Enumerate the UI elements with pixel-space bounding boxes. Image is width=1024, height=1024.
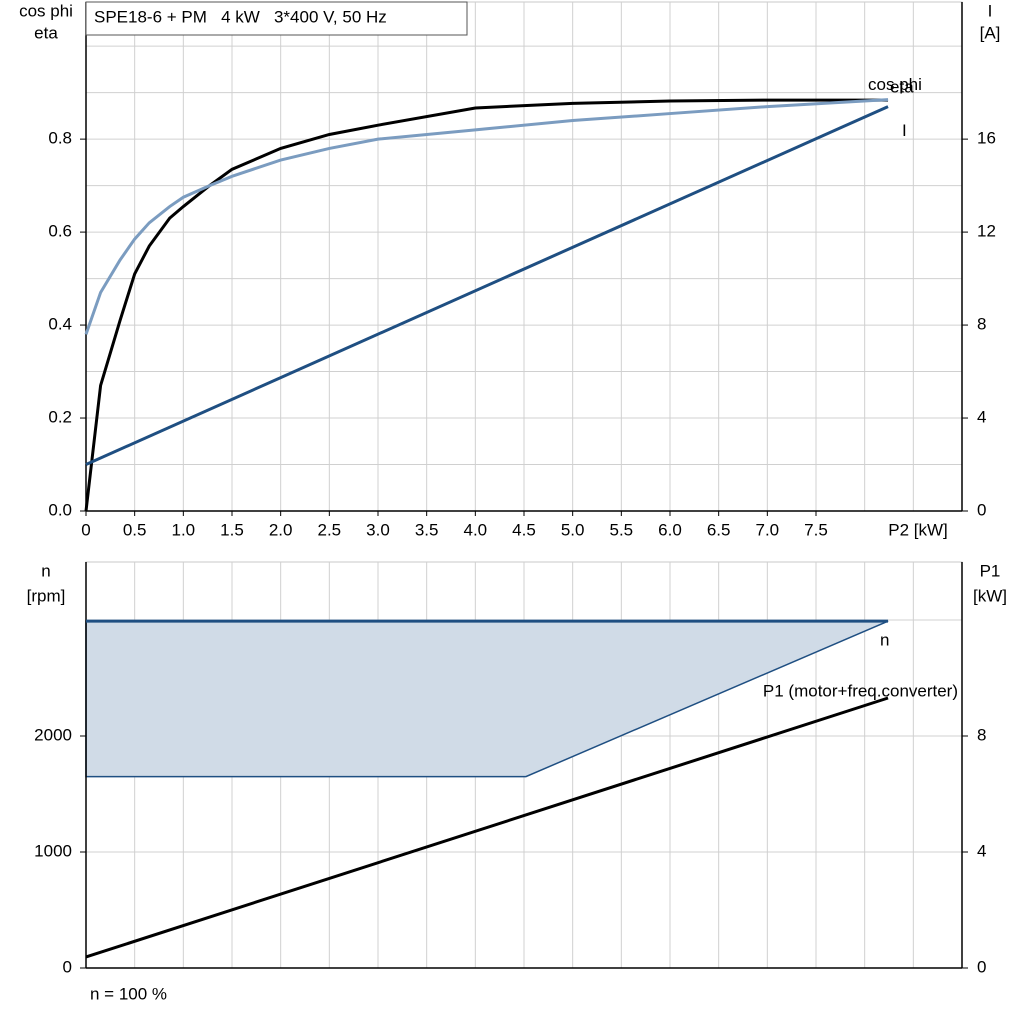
series-label: cos phi — [868, 75, 922, 94]
title-box — [85, 1, 468, 36]
series-label: I — [902, 121, 907, 140]
x-tick-label: 5.5 — [610, 520, 634, 539]
y2-tick-label: 12 — [977, 222, 996, 241]
y2-tick-label: 0 — [977, 500, 986, 519]
series-label: n — [880, 631, 889, 650]
x-tick-label: 1.5 — [220, 520, 244, 539]
y-axis-label: [rpm] — [27, 586, 66, 605]
y2-axis-label: [kW] — [973, 586, 1007, 605]
x-tick-label: 6.5 — [707, 520, 731, 539]
x-tick-label: 2.5 — [318, 520, 342, 539]
series-label: eta — [890, 78, 914, 97]
y2-tick-label: 16 — [977, 129, 996, 148]
x-tick-label: 2.0 — [269, 520, 293, 539]
series-line — [84, 98, 889, 335]
x-tick-label: 0 — [81, 520, 90, 539]
y-tick-label: 2000 — [34, 725, 72, 744]
y-tick-label: 0 — [63, 957, 72, 976]
y-tick-label: 0.8 — [48, 129, 72, 148]
y-tick-label: 0.4 — [48, 315, 72, 334]
series-line — [85, 696, 889, 959]
y-axis-label: eta — [34, 23, 58, 42]
y2-tick-label: 0 — [977, 957, 986, 976]
y2-tick-label: 8 — [977, 725, 986, 744]
y-tick-label: 0.0 — [48, 500, 72, 519]
series-label: P1 (motor+freq.converter) — [763, 681, 958, 700]
chart-title: SPE18-6 + PM 4 kW 3*400 V, 50 Hz — [94, 7, 387, 26]
y-tick-label: 0.2 — [48, 408, 72, 427]
x-axis-label: P2 [kW] — [888, 520, 948, 539]
x-tick-label: 4.5 — [512, 520, 536, 539]
x-tick-label: 3.5 — [415, 520, 439, 539]
y-tick-label: 0.6 — [48, 222, 72, 241]
x-tick-label: 7.0 — [756, 520, 780, 539]
y2-tick-label: 4 — [977, 408, 986, 427]
y2-axis-label: P1 — [980, 561, 1001, 580]
y2-axis-label: I — [988, 1, 993, 20]
x-tick-label: 0.5 — [123, 520, 147, 539]
x-tick-label: 4.0 — [464, 520, 488, 539]
y-axis-label: n — [41, 561, 50, 580]
annotation: n = 100 % — [90, 984, 167, 1003]
series-line — [85, 105, 889, 466]
y2-tick-label: 4 — [977, 841, 986, 860]
x-tick-label: 6.0 — [658, 520, 682, 539]
y2-tick-label: 8 — [977, 315, 986, 334]
y2-axis-label: [A] — [980, 23, 1001, 42]
x-tick-label: 5.0 — [561, 520, 585, 539]
x-tick-label: 3.0 — [366, 520, 390, 539]
y-tick-label: 1000 — [34, 841, 72, 860]
x-tick-label: 1.0 — [172, 520, 196, 539]
x-tick-label: 7.5 — [804, 520, 828, 539]
y-axis-label: cos phi — [19, 1, 73, 20]
series-line — [84, 98, 889, 512]
